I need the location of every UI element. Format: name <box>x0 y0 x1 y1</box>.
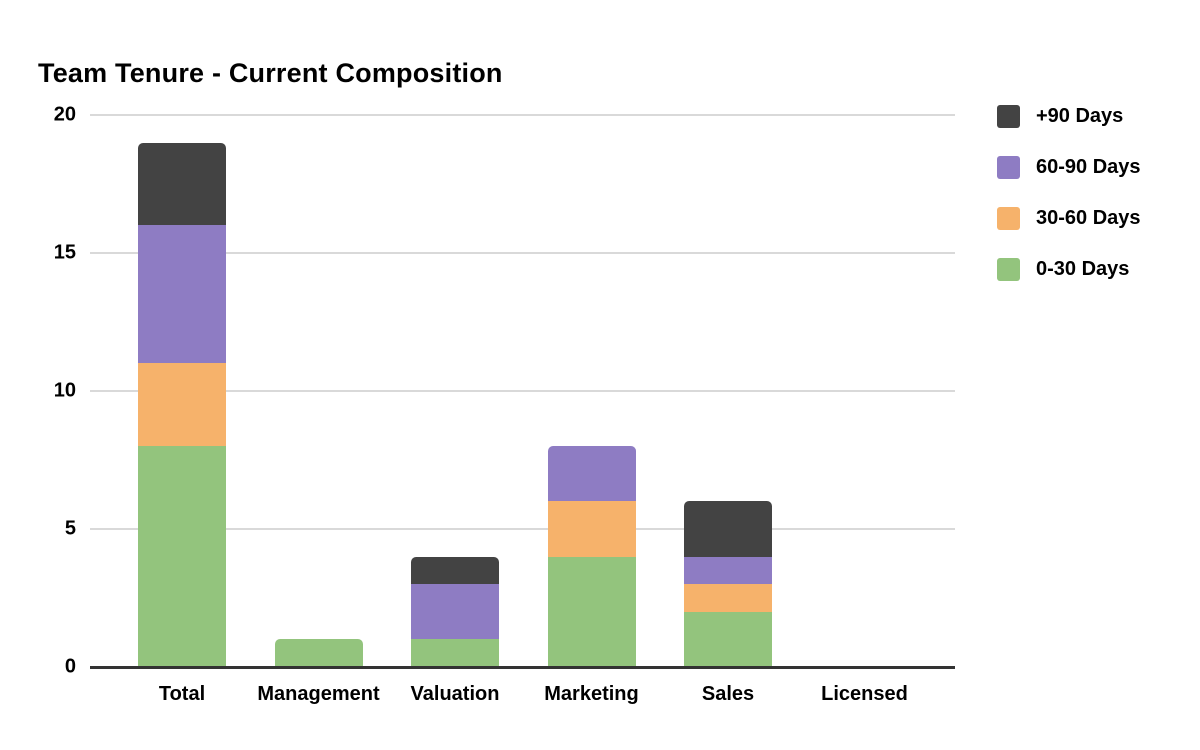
y-axis-tick-label-15: 15 <box>53 241 76 264</box>
legend-item-60-90-days: 60-90 Days <box>997 155 1141 179</box>
legend-label-0-30-days: 0-30 Days <box>1036 257 1130 280</box>
bar-segment-sales-60-90-days[interactable] <box>684 556 772 585</box>
bar-segment-sales-30-60-days[interactable] <box>684 584 772 612</box>
bar-segment-valuation-90-days[interactable] <box>411 556 499 585</box>
y-axis-tick-label-0: 0 <box>64 655 76 678</box>
y-axis-tick-label-5: 5 <box>64 517 76 540</box>
x-axis-label-total: Total <box>158 683 206 705</box>
bar-segment-total-60-90-days[interactable] <box>138 225 226 364</box>
bar-segment-total-0-30-days[interactable] <box>138 446 226 667</box>
chart-title: Team Tenure - Current Composition <box>38 58 503 89</box>
legend-swatch-90-days <box>997 104 1020 128</box>
gridline-15 <box>90 252 955 254</box>
gridline-10 <box>90 390 955 392</box>
legend-label-90-days: +90 Days <box>1036 104 1124 127</box>
gridline-5 <box>90 528 955 530</box>
y-axis-tick-label-10: 10 <box>53 379 76 402</box>
gridline-20 <box>90 114 955 116</box>
x-axis-label-marketing: Marketing <box>544 683 639 705</box>
bar-segment-valuation-60-90-days[interactable] <box>411 584 499 640</box>
legend: +90 Days 60-90 Days 30-60 Days 0-30 Days <box>997 104 1141 281</box>
bar-segment-marketing-0-30-days[interactable] <box>547 556 636 667</box>
legend-item-90-days: +90 Days <box>997 104 1141 128</box>
legend-label-60-90-days: 60-90 Days <box>1036 155 1141 178</box>
x-axis-label-valuation: Valuation <box>410 683 500 705</box>
plot-area: 0 5 10 15 20 Total Management Valuation Marketin… <box>54 104 955 705</box>
legend-item-30-60-days: 30-60 Days <box>997 206 1141 230</box>
legend-swatch-0-30-days <box>997 257 1020 281</box>
x-axis-line <box>90 666 955 669</box>
legend-item-0-30-days: 0-30 Days <box>997 257 1141 281</box>
bar-segment-marketing-30-60-days[interactable] <box>547 501 636 557</box>
bar-segment-valuation-0-30-days[interactable] <box>411 639 499 667</box>
x-axis-label-licensed: Licensed <box>821 683 908 705</box>
y-axis-tick-label-20: 20 <box>53 103 76 126</box>
legend-swatch-60-90-days <box>997 155 1020 179</box>
bar-segment-sales-0-30-days[interactable] <box>684 611 772 667</box>
legend-swatch-30-60-days <box>997 206 1020 230</box>
bar-segment-marketing-60-90-days[interactable] <box>547 446 636 502</box>
bar-segment-management-0-30-days[interactable] <box>274 639 363 667</box>
bar-segment-total-90-days[interactable] <box>138 142 226 226</box>
bar-segment-sales-90-days[interactable] <box>684 501 772 557</box>
x-axis-label-management: Management <box>257 683 380 705</box>
legend-label-30-60-days: 30-60 Days <box>1036 206 1141 229</box>
bar-segment-total-30-60-days[interactable] <box>138 363 226 447</box>
x-axis-label-sales: Sales <box>701 683 755 705</box>
